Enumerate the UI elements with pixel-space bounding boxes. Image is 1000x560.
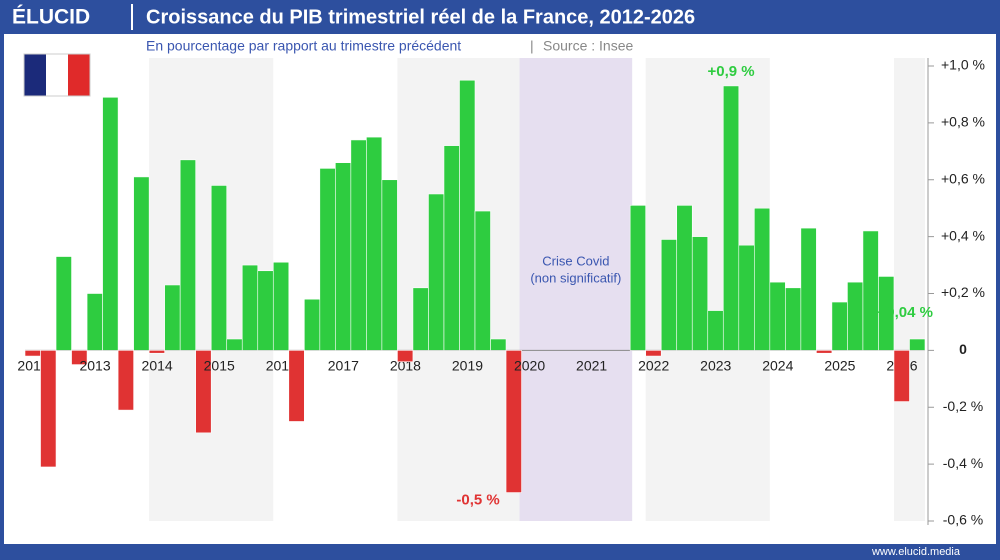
covid-annotation: Crise Covid (542, 253, 609, 268)
bar (459, 79, 476, 351)
bar (474, 210, 491, 351)
x-tick-label: 2023 (700, 358, 731, 374)
x-tick-label: 2021 (576, 358, 607, 374)
bar (769, 281, 786, 351)
bar (878, 276, 895, 351)
bar (179, 159, 196, 351)
y-tick-label: -0,4 % (943, 455, 983, 471)
bar (288, 350, 305, 422)
x-tick-label: 2025 (824, 358, 855, 374)
source: Source : Insee (543, 38, 633, 54)
bar (645, 350, 662, 357)
bar (102, 96, 119, 351)
y-tick-label: +0,6 % (941, 170, 985, 186)
flag-border (23, 53, 91, 97)
bar (71, 350, 88, 365)
flag-red (68, 54, 90, 96)
bar (428, 193, 445, 351)
x-tick-label: 2017 (328, 358, 359, 374)
covid-annotation: (non significatif) (530, 270, 621, 285)
y-tick-label: -0,6 % (943, 512, 983, 528)
covid-region (519, 58, 633, 521)
bar (816, 350, 833, 354)
plot: Crise Covid (non significatif) -0,6 % -0,4 … (17, 57, 985, 528)
bar (86, 293, 103, 351)
bar (800, 227, 817, 351)
bar (241, 264, 259, 351)
bar (629, 205, 646, 351)
y-tick-label: 0 (959, 341, 967, 357)
bar (831, 301, 848, 351)
bar (366, 136, 383, 351)
value-label: -0,5 % (456, 492, 499, 509)
value-label: +0,04 % (878, 304, 933, 321)
y-tick-label: +0,8 % (941, 114, 985, 130)
bar (40, 350, 57, 468)
y-tick-label: +0,2 % (941, 284, 985, 300)
x-tick-label: 2020 (514, 358, 545, 374)
bar (847, 281, 864, 351)
flag (23, 53, 91, 97)
flag-white (46, 54, 68, 96)
bar (676, 205, 693, 351)
x-tick-label: 2022 (638, 358, 669, 374)
value-label: +0,9 % (707, 63, 754, 80)
bar (117, 350, 134, 411)
bar (909, 338, 926, 351)
bar (691, 236, 709, 351)
divider: | (530, 38, 534, 54)
x-tick-label: 2013 (79, 358, 110, 374)
bar (505, 350, 522, 493)
bar (412, 287, 429, 351)
bar (707, 310, 724, 351)
bar (304, 298, 321, 351)
y-tick-label: -0,2 % (943, 398, 983, 414)
bar (226, 338, 243, 351)
bar (660, 239, 678, 351)
year-band (893, 58, 925, 521)
flag-blue (24, 54, 46, 96)
bar (754, 207, 771, 351)
bar (350, 139, 367, 351)
header-bar (0, 0, 1000, 34)
bar (785, 287, 802, 351)
bar (164, 284, 181, 351)
footer-bar (0, 544, 1000, 560)
bar (210, 185, 228, 351)
bar (55, 256, 72, 351)
y-tick-label: +1,0 % (941, 57, 985, 73)
x-tick-label: 2015 (204, 358, 235, 374)
bar (443, 145, 460, 351)
bar (272, 261, 290, 351)
bar (148, 350, 165, 354)
bar (722, 85, 740, 351)
footer: www.elucid.media (871, 546, 961, 558)
bar (195, 350, 212, 434)
bar (133, 176, 150, 351)
chart-title: Croissance du PIB trimestriel réel de la… (146, 6, 695, 28)
x-tick-label: 2014 (142, 358, 173, 374)
bar (397, 350, 414, 363)
bar (24, 350, 41, 357)
bar (490, 338, 507, 351)
x-tick-label: 2019 (452, 358, 483, 374)
y-tick-label: +0,4 % (941, 227, 985, 243)
logo: ÉLUCID (12, 6, 90, 29)
bar (381, 179, 398, 351)
x-tick-label: 2024 (762, 358, 793, 374)
bar (893, 350, 910, 402)
bar (335, 162, 352, 351)
bar (862, 230, 879, 351)
bar (257, 270, 274, 351)
subtitle: En pourcentage par rapport au trimestre … (146, 38, 461, 54)
bar (738, 244, 755, 351)
bar (319, 168, 336, 351)
